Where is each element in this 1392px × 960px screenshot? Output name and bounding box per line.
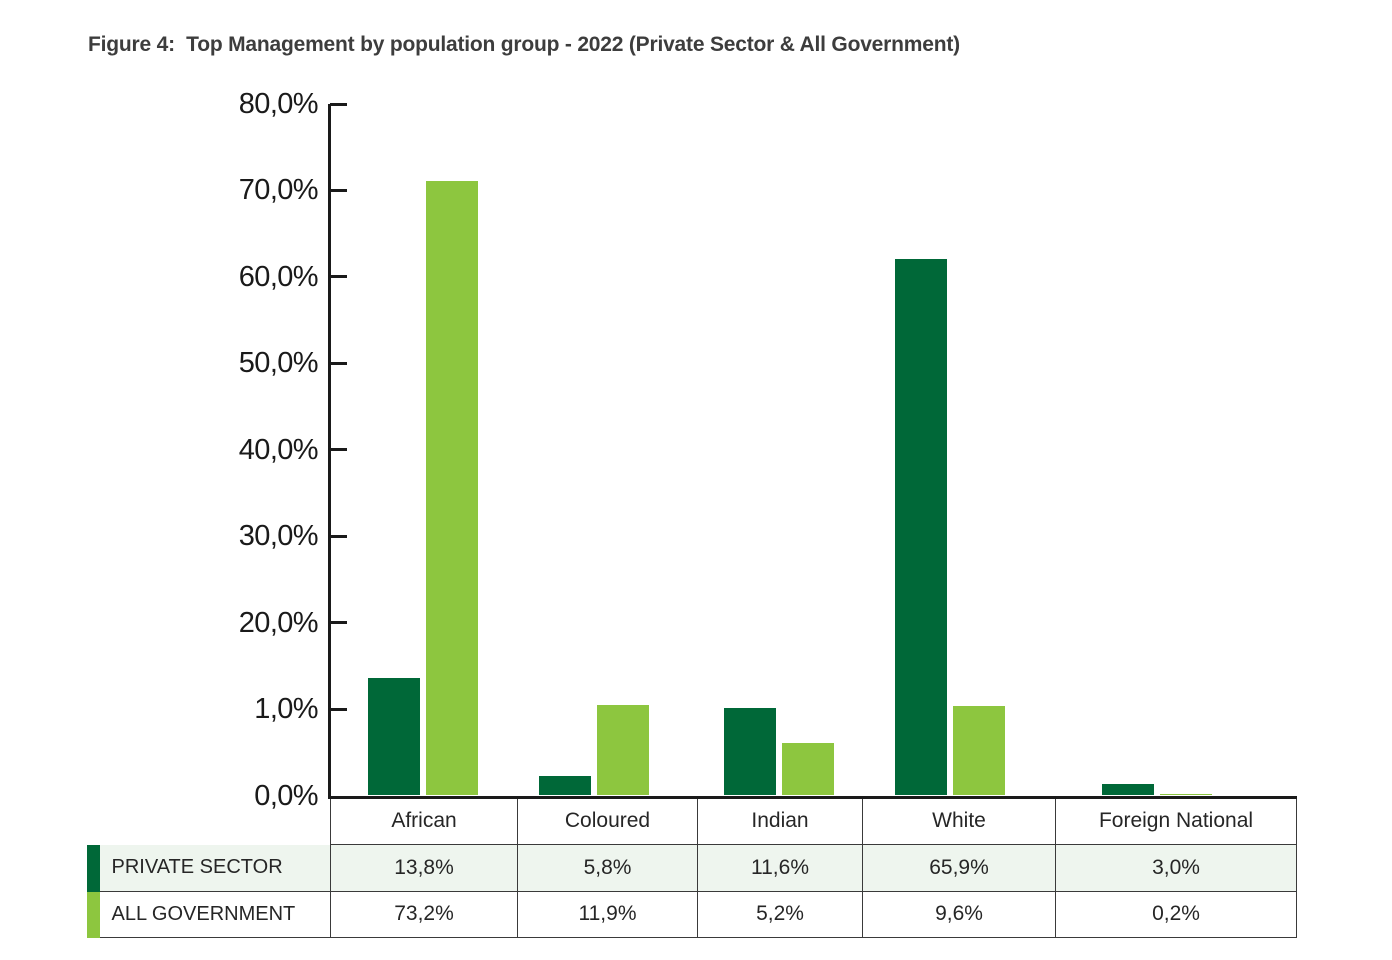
figure-title: Figure 4: Top Management by population g…	[88, 33, 960, 56]
y-tick-50-0-	[330, 361, 347, 365]
y-tick-20-0-	[330, 621, 347, 625]
legend-swatch-private-sector	[87, 845, 100, 892]
header-cell-indian: Indian	[697, 798, 862, 845]
value-cell-private-sector-indian: 11,6%	[697, 845, 862, 892]
value-cell-private-sector-coloured: 5,8%	[517, 845, 697, 892]
y-tick-30-0-	[330, 534, 347, 538]
y-axis-label-40-0-: 40,0%	[238, 433, 319, 466]
value-cell-all-government-african: 73,2%	[330, 891, 517, 938]
y-axis-label-20-0-: 20,0%	[238, 606, 319, 639]
y-axis-label-0-0-: 0,0%	[254, 779, 318, 812]
y-axis-label-70-0-: 70,0%	[238, 174, 319, 207]
value-cell-private-sector-african: 13,8%	[330, 845, 517, 892]
y-axis-label-60-0-: 60,0%	[238, 260, 319, 293]
bar-all-government-foreign-national	[1159, 793, 1212, 796]
header-cell-coloured: Coloured	[517, 798, 697, 845]
bar-private-sector-african	[368, 677, 420, 796]
bar-all-government-coloured	[596, 704, 649, 796]
row-label-all-government: ALL GOVERNMENT	[98, 891, 330, 938]
bar-all-government-indian	[781, 742, 834, 796]
y-tick-60-0-	[330, 275, 347, 279]
value-cell-all-government-indian: 5,2%	[697, 891, 862, 938]
value-cell-private-sector-foreign-national: 3,0%	[1055, 845, 1297, 892]
y-tick-70-0-	[330, 188, 347, 192]
bar-private-sector-indian	[724, 708, 776, 796]
x-axis-line	[328, 795, 1297, 799]
y-tick-80-0-	[330, 102, 347, 106]
value-cell-all-government-coloured: 11,9%	[517, 891, 697, 938]
bar-private-sector-foreign-national	[1102, 784, 1154, 796]
bar-all-government-white	[952, 706, 1005, 796]
bar-private-sector-coloured	[539, 775, 591, 796]
y-axis-label-80-0-: 80,0%	[238, 88, 319, 120]
y-axis-label-1-0-: 1,0%	[254, 693, 318, 726]
y-axis-label-30-0-: 30,0%	[238, 520, 319, 553]
bar-private-sector-white	[895, 258, 947, 796]
bar-all-government-african	[425, 180, 478, 796]
y-tick-1-0-	[330, 707, 347, 711]
y-axis-line	[328, 104, 331, 796]
y-axis-label-50-0-: 50,0%	[238, 347, 319, 380]
row-label-private-sector: PRIVATE SECTOR	[98, 845, 330, 892]
header-cell-african: African	[330, 798, 517, 845]
y-tick-40-0-	[330, 448, 347, 452]
value-cell-all-government-white: 9,6%	[862, 891, 1055, 938]
header-cell-foreign-national: Foreign National	[1055, 798, 1297, 845]
value-cell-private-sector-white: 65,9%	[862, 845, 1055, 892]
legend-swatch-all-government	[87, 891, 100, 938]
header-cell-white: White	[862, 798, 1055, 845]
value-cell-all-government-foreign-national: 0,2%	[1055, 891, 1297, 938]
